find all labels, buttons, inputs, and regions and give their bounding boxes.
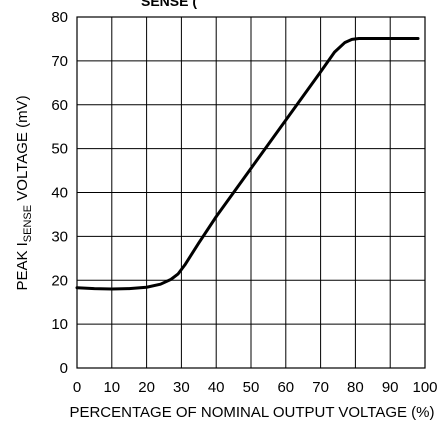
y-tick-label: 20 — [51, 272, 68, 289]
y-tick-label: 40 — [51, 185, 68, 202]
y-tick-label: 30 — [51, 228, 68, 245]
x-tick-label: 20 — [138, 379, 155, 396]
x-tick-label: 80 — [347, 379, 364, 396]
x-tick-label: 100 — [412, 379, 437, 396]
chart-title-fragment: SENSE ( — [141, 0, 197, 9]
y-tick-label: 50 — [51, 141, 68, 158]
x-tick-label: 0 — [73, 379, 81, 396]
grid — [76, 16, 426, 369]
y-tick-label: 60 — [51, 97, 68, 114]
x-tick-label: 30 — [173, 379, 190, 396]
x-tick-label: 90 — [382, 379, 399, 396]
y-tick-label: 10 — [51, 316, 68, 333]
series-line — [75, 37, 420, 291]
y-axis-title-suffix: VOLTAGE (mV) — [14, 95, 31, 204]
y-tick-label: 70 — [51, 53, 68, 70]
y-axis-title: PEAK ISENSE VOLTAGE (mV) — [14, 95, 34, 290]
y-tick-labels: 0 10 20 30 40 50 60 70 80 — [51, 9, 68, 377]
y-axis-title-prefix: PEAK I — [14, 242, 31, 290]
x-tick-labels: 0 10 20 30 40 50 60 70 80 90 100 — [73, 379, 438, 396]
x-tick-label: 70 — [312, 379, 329, 396]
plot-frame — [76, 16, 426, 369]
y-tick-label: 0 — [60, 360, 68, 377]
x-tick-label: 10 — [103, 379, 120, 396]
x-tick-label: 60 — [277, 379, 294, 396]
x-axis-title: PERCENTAGE OF NOMINAL OUTPUT VOLTAGE (%) — [69, 404, 434, 421]
x-tick-label: 50 — [243, 379, 260, 396]
y-tick-label: 80 — [51, 9, 68, 26]
x-tick-label: 40 — [208, 379, 225, 396]
y-axis-title-subscript: SENSE — [22, 205, 34, 242]
